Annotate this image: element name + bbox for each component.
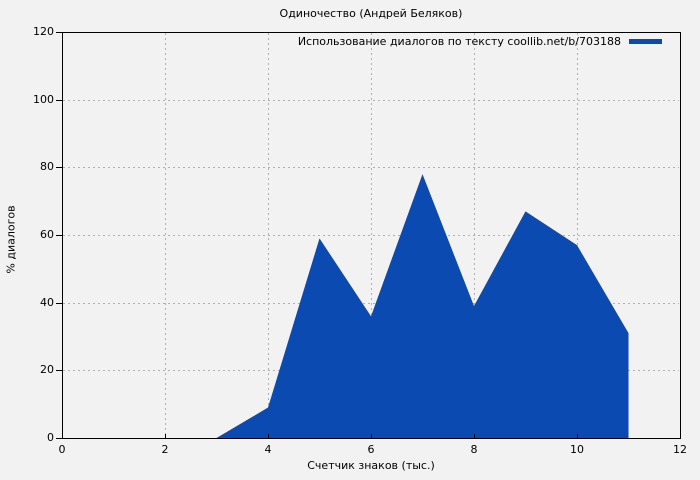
x-tick-label: 4	[264, 443, 272, 456]
x-axis-label: Счетчик знаков (тыс.)	[307, 459, 435, 472]
chart-title: Одиночество (Андрей Беляков)	[279, 7, 463, 20]
x-tick-label: 0	[58, 443, 66, 456]
y-axis-label: % диалогов	[4, 205, 18, 274]
y-tick-label: 120	[33, 25, 54, 38]
y-tick-label: 100	[33, 92, 54, 106]
x-tick-label: 8	[470, 443, 478, 456]
x-tick-label: 12	[673, 443, 687, 456]
y-tick-label: 0	[47, 431, 54, 444]
x-tick-label: 2	[161, 443, 169, 456]
x-tick-label: 10	[570, 443, 584, 456]
legend-swatch	[629, 39, 662, 44]
y-tick-label: 40	[40, 295, 54, 309]
area-series	[216, 174, 629, 438]
legend-label: Использование диалогов по тексту coollib…	[297, 35, 621, 48]
legend: Использование диалогов по тексту coollib…	[298, 35, 662, 48]
y-tick-label: 60	[40, 228, 54, 241]
y-tick-label: 20	[40, 363, 54, 377]
y-tick-label: 80	[40, 160, 54, 174]
x-tick-label: 6	[367, 443, 375, 456]
